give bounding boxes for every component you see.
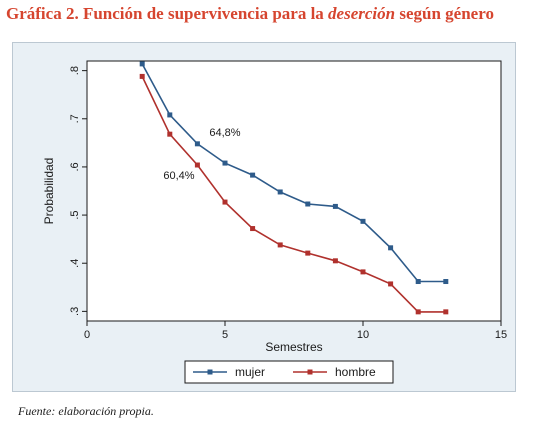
legend-marker-hombre — [307, 369, 313, 375]
chart-title: Gráfica 2. Función de supervivencia para… — [6, 4, 494, 24]
y-tick-label: .5 — [69, 210, 81, 219]
data-point-mujer — [415, 279, 421, 285]
data-point-mujer — [139, 61, 145, 67]
legend-marker-mujer — [207, 369, 213, 375]
data-point-hombre — [139, 73, 145, 79]
data-point-mujer — [388, 245, 394, 251]
y-tick-label: .8 — [69, 66, 81, 75]
data-point-mujer — [443, 279, 449, 285]
data-point-hombre — [388, 281, 394, 287]
data-point-mujer — [277, 189, 283, 195]
y-tick-label: .6 — [69, 162, 81, 171]
x-tick-label: 10 — [357, 329, 369, 341]
y-tick-label: .7 — [69, 114, 81, 123]
annotation-mujer: 64,8% — [209, 127, 240, 139]
data-point-mujer — [222, 160, 228, 166]
x-tick-label: 15 — [495, 329, 507, 341]
data-point-hombre — [443, 309, 449, 315]
chart-frame: 0 5 10 15 .3 .4 .5 .6 .7 .8 Semestres Probabilidad 6… — [12, 42, 516, 392]
data-point-hombre — [194, 162, 200, 168]
x-tick-label: 0 — [84, 329, 90, 341]
data-point-mujer — [332, 203, 338, 209]
data-point-mujer — [305, 201, 311, 207]
data-point-hombre — [415, 309, 421, 315]
title-emphasis: deserción — [328, 4, 396, 23]
survival-chart: 0 5 10 15 .3 .4 .5 .6 .7 .8 Semestres Probabilidad 6… — [42, 60, 507, 384]
title-prefix: Gráfica 2. Función de supervivencia para… — [6, 4, 329, 23]
x-tick-label: 5 — [222, 329, 228, 341]
data-point-hombre — [277, 242, 283, 248]
data-point-hombre — [360, 269, 366, 275]
legend-label-hombre: hombre — [335, 365, 376, 379]
data-point-hombre — [167, 131, 173, 137]
data-point-hombre — [250, 226, 256, 232]
source-note: Fuente: elaboración propia. — [18, 404, 154, 418]
series-line-hombre — [141, 76, 446, 313]
data-point-hombre — [332, 258, 338, 264]
x-axis-label: Semestres — [265, 340, 322, 354]
y-tick-label: .4 — [69, 259, 81, 268]
data-point-mujer — [360, 218, 366, 224]
legend-label-mujer: mujer — [235, 365, 265, 379]
title-suffix: según género — [395, 4, 494, 23]
y-tick-label: .3 — [69, 307, 81, 316]
data-point-hombre — [305, 250, 311, 256]
y-axis-label: Probabilidad — [42, 158, 56, 225]
legend-box — [184, 360, 394, 384]
data-point-hombre — [222, 199, 228, 205]
series-line-mujer — [141, 63, 446, 283]
annotation-hombre: 60,4% — [163, 170, 194, 182]
data-point-mujer — [250, 172, 256, 178]
data-point-mujer — [194, 141, 200, 147]
data-point-mujer — [167, 112, 173, 118]
